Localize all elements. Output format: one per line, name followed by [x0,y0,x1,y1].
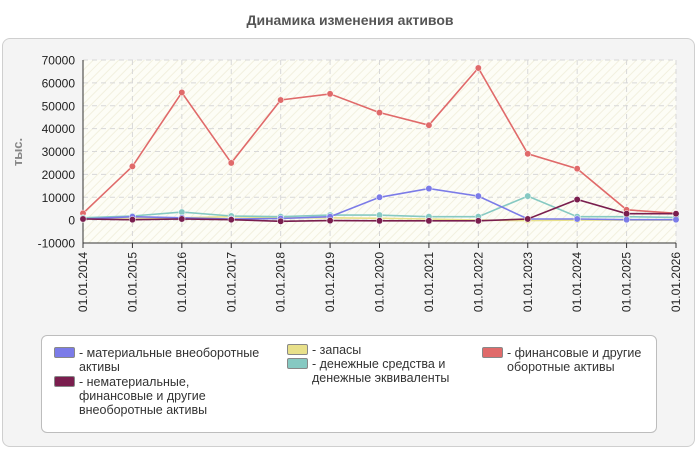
data-point [326,90,334,98]
y-tick-label: 70000 [42,54,76,68]
x-tick-label: 01.01.2020 [373,252,387,312]
data-point [376,211,383,219]
legend-label: - финансовые и другие оборотные активы [507,346,642,374]
y-tick-label: 50000 [42,99,76,113]
data-point [474,192,482,200]
legend-swatch [287,358,308,369]
data-point [79,215,87,223]
y-tick-label: -10000 [38,237,76,251]
data-point [376,193,383,201]
data-point [672,216,680,224]
y-axis-label: тыс. [10,138,25,166]
data-point [178,215,186,223]
legend-swatch [54,376,75,387]
data-point [524,192,532,200]
data-point [623,216,631,224]
data-point [425,185,433,193]
data-point [425,121,433,129]
data-point [474,64,482,72]
data-point [227,159,235,167]
data-point [178,89,186,96]
data-point [376,217,383,225]
data-point [573,215,581,223]
x-tick-label: 01.01.2023 [521,252,535,312]
x-tick-label: 01.01.2019 [323,252,337,312]
data-point [524,215,532,223]
data-point [326,217,334,225]
data-point [376,109,383,117]
x-tick-label: 01.01.2015 [125,252,139,312]
data-point [277,96,285,104]
x-tick-label: 01.01.2014 [76,252,90,312]
legend-label: - материальные внеоборотные активы [79,346,260,374]
x-tick-label: 01.01.2017 [224,252,238,312]
y-tick-label: 30000 [42,145,76,159]
legend-swatch [287,344,308,355]
x-tick-label: 01.01.2021 [422,252,436,312]
data-point [672,210,680,218]
data-point [524,150,532,158]
data-point [623,210,631,218]
data-point [178,208,186,216]
y-tick-label: 20000 [42,168,76,182]
x-tick-label: 01.01.2024 [570,252,584,312]
legend-label: - денежные средства и денежные эквивален… [312,357,450,385]
x-tick-label: 01.01.2025 [620,252,634,312]
data-point [227,216,235,224]
data-point [128,162,136,170]
x-tick-label: 01.01.2026 [669,252,683,312]
legend-swatch [482,347,503,358]
chart-legend: - материальные внеоборотные активы - нема… [41,335,657,433]
data-point [573,196,581,203]
data-point [128,216,136,224]
legend-label: - запасы [312,343,362,357]
chart-title: Динамика изменения активов [246,12,454,28]
x-tick-label: 01.01.2016 [175,252,189,312]
series-1 [79,196,680,225]
data-point [474,217,482,225]
data-point [277,217,285,225]
y-tick-label: 60000 [42,76,76,90]
y-tick-label: 40000 [42,122,76,136]
y-tick-label: 10000 [42,191,76,205]
legend-label: - нематериальные, финансовые и другие вн… [79,375,208,417]
x-tick-label: 01.01.2018 [274,252,288,312]
data-point [573,165,581,173]
y-tick-label: 0 [68,214,75,228]
data-point [425,217,433,225]
x-tick-label: 01.01.2022 [471,252,485,312]
legend-swatch [54,347,75,358]
